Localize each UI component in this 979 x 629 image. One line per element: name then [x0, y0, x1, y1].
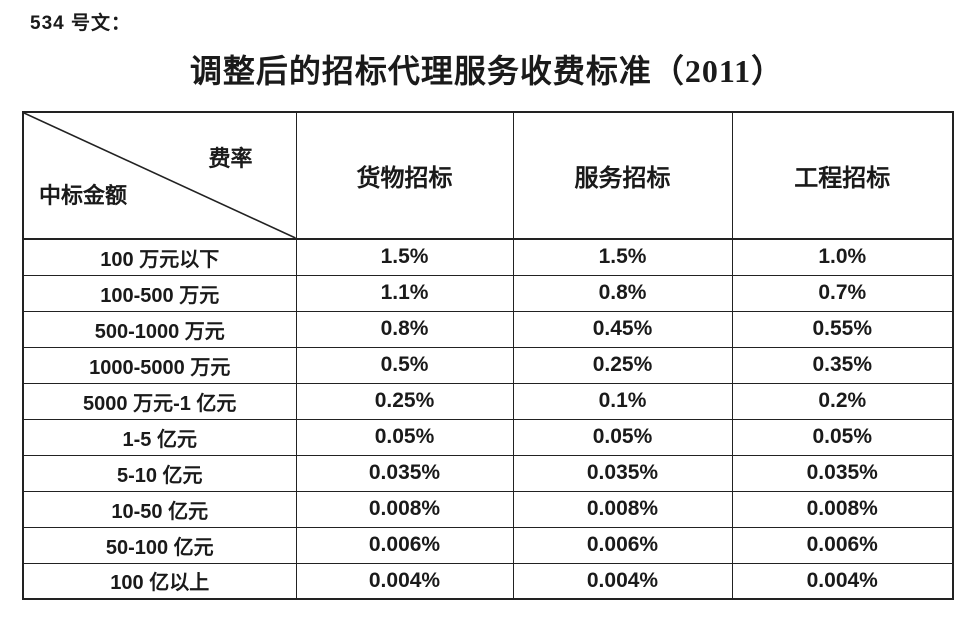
table-row: 1000-5000 万元 0.5% 0.25% 0.35%: [22, 346, 954, 384]
row-label-amount-range: 500-1000 万元: [22, 310, 297, 348]
fee-rate-value: 0.8%: [512, 274, 733, 312]
fee-rate-value: 0.008%: [295, 490, 514, 528]
fee-rate-value: 1.1%: [295, 274, 514, 312]
fee-rate-table: 费率 中标金额 货物招标 服务招标 工程招标 100 万元以下 1.5% 1.5% 1…: [22, 111, 954, 600]
fee-rate-value: 0.45%: [512, 310, 733, 348]
row-label-amount-range: 50-100 亿元: [22, 526, 297, 564]
fee-rate-value: 0.006%: [731, 526, 954, 564]
fee-rate-value: 0.7%: [731, 274, 954, 312]
row-label-amount-range: 5-10 亿元: [22, 454, 297, 492]
row-label-amount-range: 1000-5000 万元: [22, 346, 297, 384]
row-label-amount-range: 100 亿以上: [22, 562, 297, 600]
corner-header-cell: 费率 中标金额: [22, 111, 297, 240]
fee-rate-value: 0.035%: [295, 454, 514, 492]
fee-table-body: 100 万元以下 1.5% 1.5% 1.0% 100-500 万元 1.1% 0.8% 0.…: [22, 238, 954, 600]
table-row: 10-50 亿元 0.008% 0.008% 0.008%: [22, 490, 954, 528]
corner-label-bid-amount: 中标金额: [39, 183, 128, 208]
fee-rate-value: 0.8%: [295, 310, 514, 348]
table-row: 5-10 亿元 0.035% 0.035% 0.035%: [22, 454, 954, 492]
table-row: 100 万元以下 1.5% 1.5% 1.0%: [22, 238, 954, 276]
page-title: 调整后的招标代理服务收费标准（2011）: [189, 53, 785, 89]
fee-rate-value: 0.1%: [512, 382, 733, 420]
fee-rate-value: 1.0%: [731, 238, 954, 276]
table-row: 100-500 万元 1.1% 0.8% 0.7%: [22, 274, 954, 312]
fee-rate-value: 0.05%: [512, 418, 733, 456]
column-header-goods: 货物招标: [295, 111, 514, 240]
fee-rate-value: 1.5%: [295, 238, 514, 276]
table-row: 5000 万元-1 亿元 0.25% 0.1% 0.2%: [22, 382, 954, 420]
column-header-service: 服务招标: [512, 111, 733, 240]
doc-number-label: 534 号文：: [30, 13, 131, 34]
row-label-amount-range: 10-50 亿元: [22, 490, 297, 528]
fee-rate-value: 0.2%: [731, 382, 954, 420]
fee-rate-value: 0.006%: [512, 526, 733, 564]
fee-rate-value: 0.008%: [512, 490, 733, 528]
fee-rate-value: 0.05%: [731, 418, 954, 456]
column-header-engineering: 工程招标: [731, 111, 954, 240]
table-row: 100 亿以上 0.004% 0.004% 0.004%: [22, 562, 954, 600]
table-row: 50-100 亿元 0.006% 0.006% 0.006%: [22, 526, 954, 564]
row-label-amount-range: 100-500 万元: [22, 274, 297, 312]
row-label-amount-range: 1-5 亿元: [22, 418, 297, 456]
fee-rate-value: 0.5%: [295, 346, 514, 384]
fee-rate-value: 0.25%: [295, 382, 514, 420]
row-label-amount-range: 5000 万元-1 亿元: [22, 382, 297, 420]
diagonal-divider-line: [24, 113, 295, 237]
fee-rate-value: 0.004%: [295, 562, 514, 600]
fee-rate-value: 0.004%: [731, 562, 954, 600]
fee-rate-value: 0.55%: [731, 310, 954, 348]
fee-rate-value: 0.008%: [731, 490, 954, 528]
fee-rate-value: 0.004%: [512, 562, 733, 600]
table-row: 500-1000 万元 0.8% 0.45% 0.55%: [22, 310, 954, 348]
fee-rate-value: 0.05%: [295, 418, 514, 456]
fee-rate-value: 0.035%: [512, 454, 733, 492]
header-row: 费率 中标金额 货物招标 服务招标 工程招标: [22, 111, 954, 240]
corner-label-rate: 费率: [208, 146, 253, 171]
row-label-amount-range: 100 万元以下: [22, 238, 297, 276]
fee-rate-value: 0.035%: [731, 454, 954, 492]
fee-rate-value: 0.006%: [295, 526, 514, 564]
fee-rate-value: 0.25%: [512, 346, 733, 384]
fee-rate-value: 0.35%: [731, 346, 954, 384]
fee-rate-value: 1.5%: [512, 238, 733, 276]
table-row: 1-5 亿元 0.05% 0.05% 0.05%: [22, 418, 954, 456]
